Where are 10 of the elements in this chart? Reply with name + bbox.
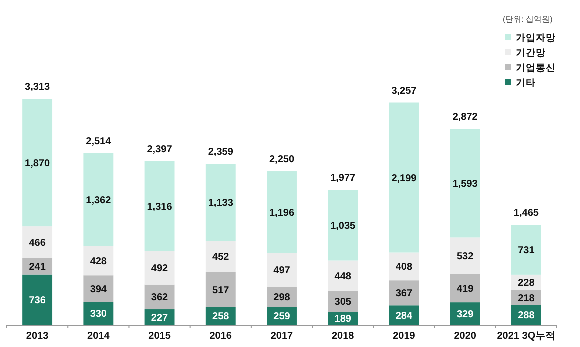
total: 1,465 — [514, 208, 539, 220]
total: 2,359 — [208, 147, 234, 158]
total: 2,397 — [147, 144, 172, 156]
total: 2,872 — [452, 112, 478, 124]
total: 3,257 — [392, 86, 417, 97]
total: 2,514 — [86, 136, 112, 148]
total: 1,977 — [330, 173, 356, 184]
total: 3,313 — [25, 82, 50, 93]
total: 2,250 — [269, 154, 295, 166]
annotation: (단위: 십억원) — [503, 15, 553, 24]
